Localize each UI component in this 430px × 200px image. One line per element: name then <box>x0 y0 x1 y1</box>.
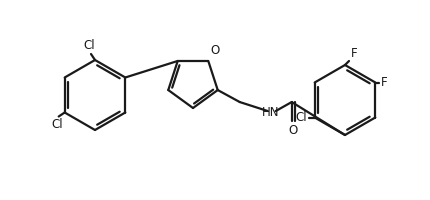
Text: Cl: Cl <box>295 111 307 124</box>
Text: HN: HN <box>262 106 279 119</box>
Text: O: O <box>210 44 220 57</box>
Text: F: F <box>381 76 388 89</box>
Text: O: O <box>288 124 298 137</box>
Text: Cl: Cl <box>51 118 62 132</box>
Text: F: F <box>351 47 358 60</box>
Text: Cl: Cl <box>83 39 95 52</box>
